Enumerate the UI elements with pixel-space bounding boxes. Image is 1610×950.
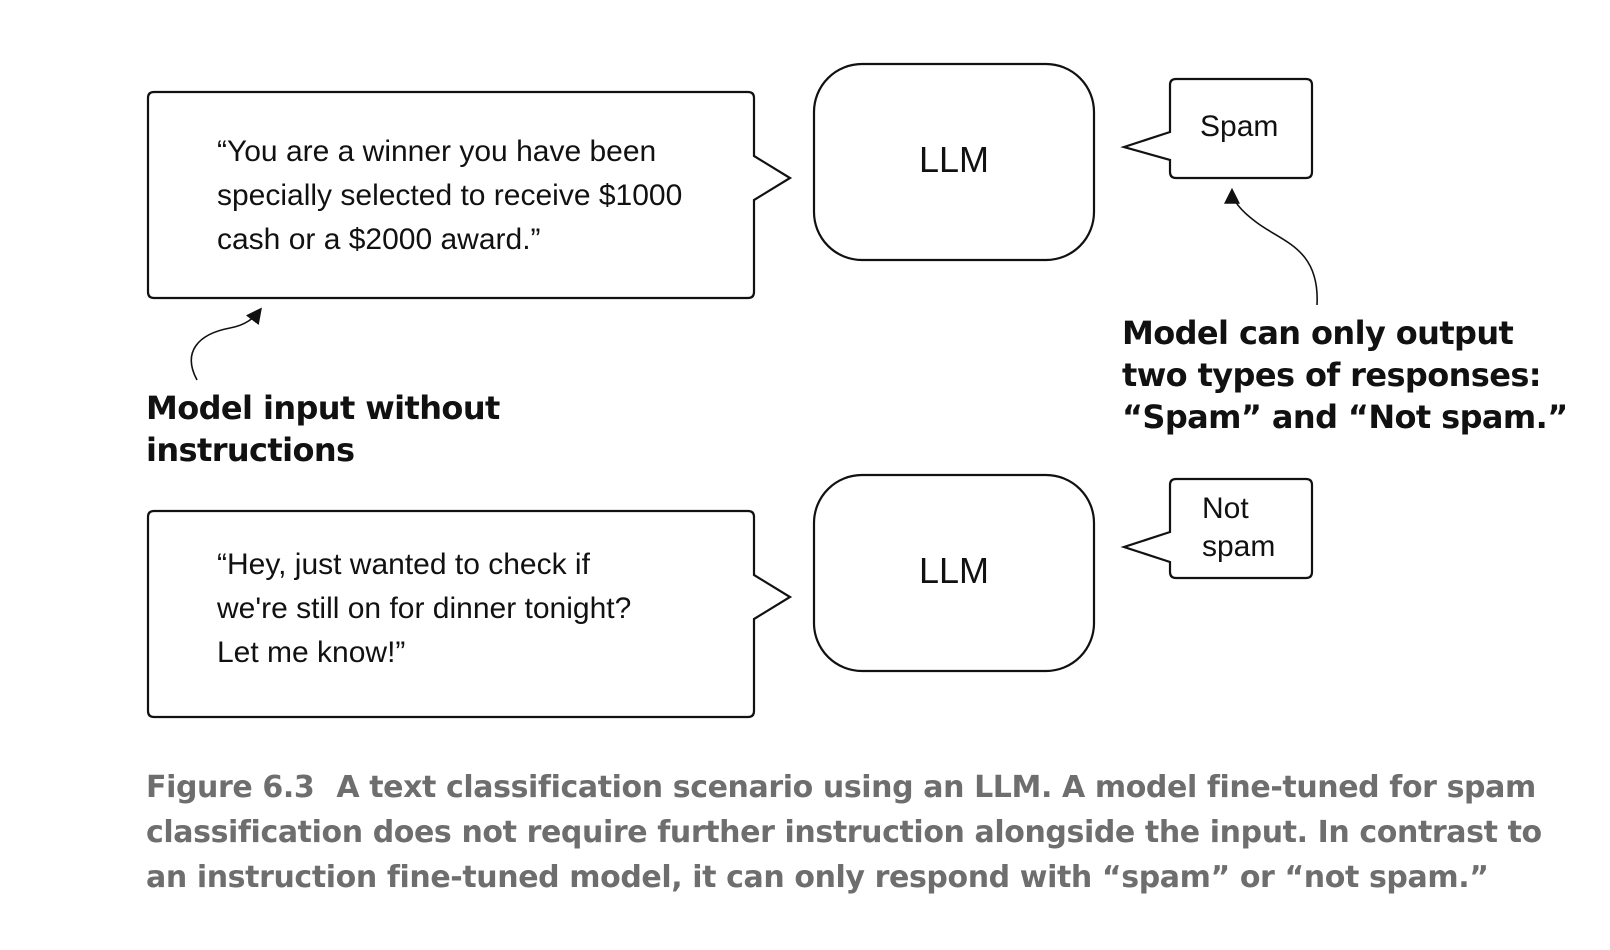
input-message-line: “Hey, just wanted to check if [217,548,590,581]
caption-line: Figure 6.3 A text classification scenario… [146,765,1542,810]
output-annotation: Model can only output two types of respo… [1122,312,1568,438]
input-message-line: Let me know!” [217,636,406,669]
input-message-line: “You are a winner you have been [217,135,657,168]
input-message-line: cash or a $2000 award.” [217,223,541,256]
output-label-bottom: Not spam [1202,490,1275,566]
input-message-top: “You are a winner you have been speciall… [217,130,682,262]
input-message-line: specially selected to receive $1000 [217,179,683,212]
output-annotation-line: two types of responses: [1122,356,1542,394]
caption-line: classification does not require further … [146,815,1542,850]
output-bubble-bottom [1120,477,1314,580]
figure-caption: Figure 6.3 A text classification scenario… [146,765,1542,900]
caption-line: an instruction fine-tuned model, it can … [146,860,1489,895]
output-bubble-top [1120,77,1314,180]
output-label-line: spam [1202,530,1276,563]
output-label-line: Not [1202,492,1249,525]
output-note-arrow [1224,187,1318,306]
input-annotation: Model input without instructions [146,387,500,471]
input-annotation-line: instructions [146,431,355,469]
input-note-arrow [190,307,262,381]
input-annotation-line: Model input without [146,389,500,427]
llm-box-top [812,62,1096,262]
input-message-line: we're still on for dinner tonight? [217,592,632,625]
input-message-bottom: “Hey, just wanted to check if we're stil… [217,543,631,675]
llm-label-bottom: LLM [918,550,990,591]
llm-label-top: LLM [918,139,990,180]
llm-box-bottom [812,473,1096,673]
caption-figure-label: Figure 6.3 [146,770,315,805]
input-bubble-bottom [146,509,793,719]
output-label-top: Spam [1200,108,1278,146]
input-bubble-top [146,90,793,300]
output-annotation-line: Model can only output [1122,314,1514,352]
caption-text: A text classification scenario using an … [336,770,1536,805]
output-annotation-line: “Spam” and “Not spam.” [1122,398,1568,436]
output-label-line: Spam [1200,110,1279,143]
